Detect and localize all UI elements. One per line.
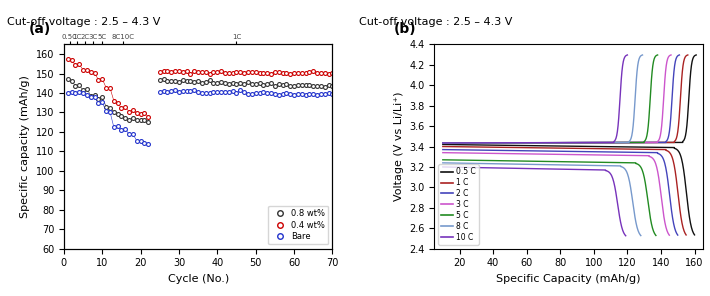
Text: Cut-off voltage : 2.5 – 4.3 V: Cut-off voltage : 2.5 – 4.3 V	[7, 17, 160, 27]
Text: (b): (b)	[394, 22, 417, 36]
Legend: 0.5 C, 1 C, 2 C, 3 C, 5 C, 8 C, 10 C: 0.5 C, 1 C, 2 C, 3 C, 5 C, 8 C, 10 C	[438, 164, 479, 245]
X-axis label: Cycle (No.): Cycle (No.)	[168, 274, 229, 284]
Text: Cut-off voltage : 2.5 – 4.3 V: Cut-off voltage : 2.5 – 4.3 V	[359, 17, 512, 27]
Text: (a): (a)	[29, 22, 51, 36]
X-axis label: Specific Capacity (mAh/g): Specific Capacity (mAh/g)	[496, 274, 641, 284]
Y-axis label: Voltage (V vs Li/Li⁺): Voltage (V vs Li/Li⁺)	[394, 92, 404, 201]
Legend: 0.8 wt%, 0.4 wt%, Bare: 0.8 wt%, 0.4 wt%, Bare	[268, 206, 328, 244]
Y-axis label: Specific capacity (mAh/g): Specific capacity (mAh/g)	[20, 75, 30, 218]
